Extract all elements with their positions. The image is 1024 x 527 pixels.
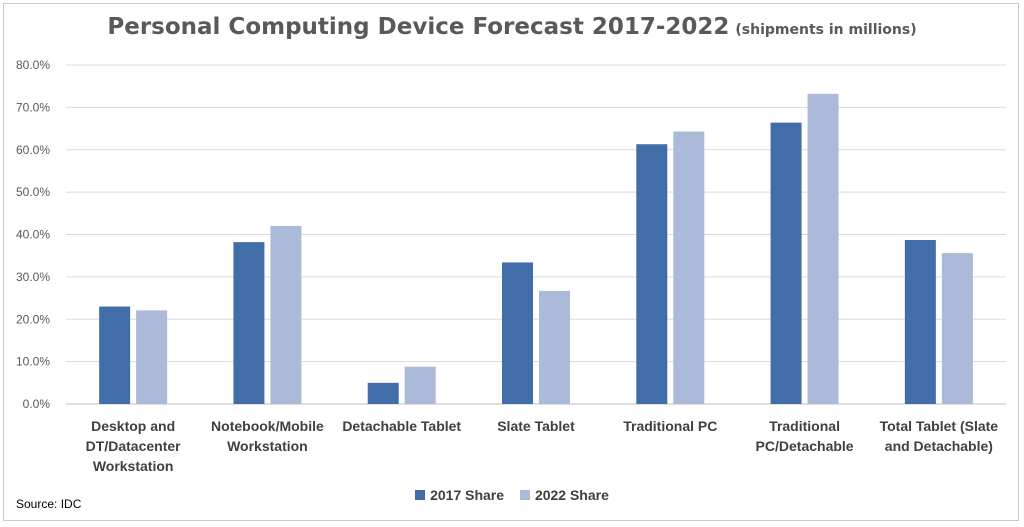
x-axis-category-labels: Desktop and DT/Datacenter Workstation Noteb… xyxy=(86,418,999,474)
x-category-label: Slate Tablet xyxy=(497,418,575,434)
bar-2022 xyxy=(673,131,705,404)
chart-subtitle: (shipments in millions) xyxy=(735,22,917,38)
y-tick-label: 80.0% xyxy=(16,58,50,72)
gridlines xyxy=(66,64,1006,405)
legend-item-2022: 2022 Share xyxy=(519,487,609,503)
chart-frame xyxy=(3,3,1019,521)
bar-2022 xyxy=(404,366,436,404)
y-tick-label: 50.0% xyxy=(16,185,50,199)
x-category-label: Total Tablet (Slate and Detachable) xyxy=(880,418,999,454)
bar-2017 xyxy=(636,144,668,404)
legend-item-2017: 2017 Share xyxy=(415,487,504,503)
y-tick-label: 10.0% xyxy=(16,355,50,369)
x-category-label: Desktop and DT/Datacenter Workstation xyxy=(86,418,181,474)
bar-2022 xyxy=(270,226,302,404)
legend-label-2022: 2022 Share xyxy=(534,487,609,503)
y-tick-label: 20.0% xyxy=(16,312,50,326)
legend-label-2017: 2017 Share xyxy=(430,487,505,503)
x-category-label: Traditional PC xyxy=(623,418,717,434)
chart-title-main: Personal Computing Device Forecast 2017-… xyxy=(107,14,730,40)
y-tick-label: 30.0% xyxy=(16,270,50,284)
legend-swatch-2017 xyxy=(415,490,426,500)
y-axis-tick-labels: 0.0% 10.0% 20.0% 30.0% 40.0% 50.0% 60.0% 70.0% 8… xyxy=(16,58,50,411)
chart-title: Personal Computing Device Forecast 2017-… xyxy=(0,14,1024,40)
bar-2022 xyxy=(941,253,973,404)
bar-2017 xyxy=(233,242,265,404)
bar-2017 xyxy=(502,262,533,404)
bar-2017 xyxy=(770,122,802,404)
y-tick-label: 0.0% xyxy=(23,397,51,411)
legend-swatch-2022 xyxy=(519,490,530,500)
legend: 2017 Share 2022 Share xyxy=(0,487,1024,503)
bars xyxy=(99,93,973,404)
bar-2022 xyxy=(136,310,168,404)
bar-2017 xyxy=(99,306,131,404)
y-tick-label: 40.0% xyxy=(16,228,50,242)
x-category-label: Traditional PC/Detachable xyxy=(756,418,854,454)
bar-2022 xyxy=(539,290,570,404)
x-category-label: Detachable Tablet xyxy=(342,418,461,434)
x-category-label: Notebook/Mobile Workstation xyxy=(211,418,324,454)
y-tick-label: 60.0% xyxy=(16,143,50,157)
source-note: Source: IDC xyxy=(16,497,82,511)
bar-2017 xyxy=(904,240,936,404)
bar-2022 xyxy=(807,93,839,404)
bar-2017 xyxy=(367,382,399,404)
y-tick-label: 70.0% xyxy=(16,100,50,114)
